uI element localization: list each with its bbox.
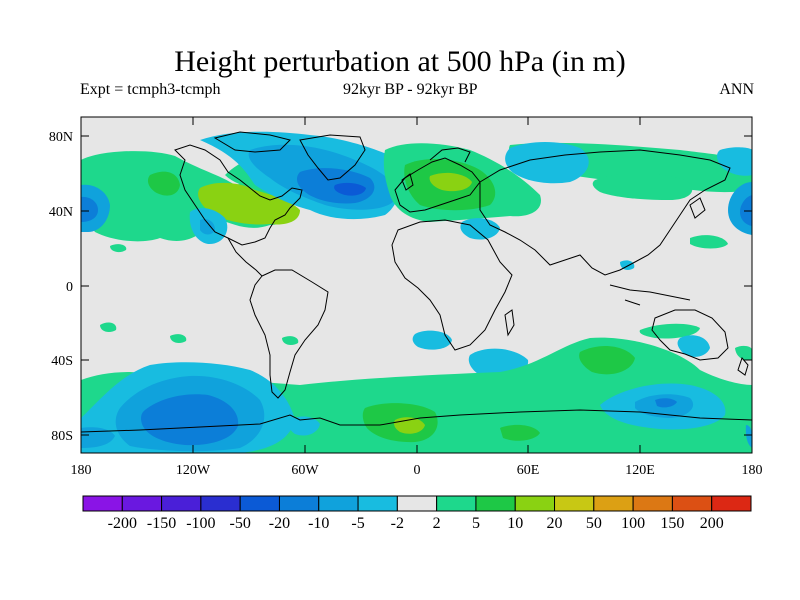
colorbar <box>82 495 752 512</box>
fill-npac-west-core <box>81 196 98 222</box>
colorbar-swatch <box>436 495 477 512</box>
fill-se-asia-green <box>639 323 700 339</box>
colorbar-level-label: 50 <box>586 515 602 532</box>
colorbar-swatch <box>82 495 123 512</box>
fill-australia-blue <box>677 335 710 357</box>
lon-tick-label: 180 <box>71 463 92 478</box>
colorbar-level-label: -50 <box>230 515 251 532</box>
coast-central-america <box>227 237 263 277</box>
fill-antarctic-atl-blue <box>289 416 320 436</box>
colorbar-level-label: 10 <box>507 515 523 532</box>
fill-spot-green-3 <box>100 322 117 333</box>
fill-siberia-blue <box>505 142 589 184</box>
colorbar-swatch <box>554 495 595 512</box>
colorbar-swatch <box>318 495 359 512</box>
lon-tick-label: 120W <box>176 463 211 478</box>
fill-south-atlantic-blue <box>412 330 452 350</box>
colorbar-swatch <box>593 495 634 512</box>
experiment-label: Expt = tcmph3-tcmph <box>80 81 221 98</box>
colorbar-swatch <box>711 495 752 512</box>
colorbar-level-label: 150 <box>660 515 684 532</box>
colorbar-level-label: -150 <box>147 515 176 532</box>
fill-pacific-yg <box>147 171 180 196</box>
season-label: ANN <box>719 81 754 98</box>
fill-mideast-blue <box>460 218 500 240</box>
colorbar-swatch <box>357 495 398 512</box>
fill-us-blue-core <box>200 219 215 235</box>
coast-arctic-islands <box>213 131 291 153</box>
fill-spot-green-5 <box>282 336 299 346</box>
coast-scandinavia <box>429 147 471 163</box>
fill-spot-green-2 <box>690 235 728 249</box>
colorbar-level-label: -2 <box>391 515 404 532</box>
colorbar-swatch <box>671 495 713 512</box>
colorbar-level-label: 2 <box>433 515 441 532</box>
period-label: 92kyr BP - 92kyr BP <box>343 81 478 98</box>
colorbar-swatch <box>278 495 320 512</box>
lat-tick-label: 80N <box>49 130 73 145</box>
lon-tick-label: 180 <box>742 463 763 478</box>
colorbar-labels: -200 -150 -100 -50 -20 -10 -5 -2 2 5 10 20 50 100 150 2… <box>108 515 724 532</box>
fill-spot-green-1 <box>110 244 127 253</box>
fill-spac-darkblue <box>141 394 239 446</box>
fill-east-antarctic-green <box>500 424 540 441</box>
colorbar-level-label: -200 <box>108 515 137 532</box>
colorbar-level-label: -10 <box>308 515 329 532</box>
axis-ticks <box>81 117 752 453</box>
colorbar-level-label: -5 <box>351 515 364 532</box>
fill-indian-lime <box>579 346 635 375</box>
colorbar-swatch <box>514 495 556 512</box>
colorbar-level-label: -20 <box>269 515 290 532</box>
fill-aus-south-core <box>655 398 677 408</box>
colorbar-swatch <box>121 495 163 512</box>
colorbar-level-label: 5 <box>472 515 480 532</box>
colorbar-swatch <box>475 495 516 512</box>
contour-fills <box>81 131 752 453</box>
fill-nz-green <box>735 345 752 361</box>
map-panel <box>80 116 753 454</box>
fill-antarctic-left-blue <box>81 427 115 448</box>
colorbar-swatch <box>200 495 241 512</box>
coast-south-america <box>249 269 329 399</box>
fill-atlantic-core <box>334 182 366 196</box>
coast-asia <box>479 149 731 276</box>
coast-australia <box>651 309 729 361</box>
fill-spot-green-4 <box>170 334 187 344</box>
lat-tick-label: 40N <box>49 205 73 220</box>
coast-greenland <box>299 134 366 181</box>
lon-tick-labels: 180 120W 60W 0 60E 120E 180 <box>71 463 763 478</box>
fill-east-siberia-blue <box>717 147 752 176</box>
coast-uk <box>401 173 414 191</box>
lat-tick-label: 80S <box>51 429 73 444</box>
coast-indonesia <box>609 284 691 306</box>
fill-east-asia-green <box>592 173 693 200</box>
lat-tick-labels: 80N 40N 0 40S 80S <box>49 130 73 444</box>
colorbar-level-label: 20 <box>547 515 563 532</box>
lon-tick-label: 120E <box>625 463 655 478</box>
coastlines <box>81 131 752 433</box>
colorbar-level-label: 100 <box>621 515 645 532</box>
coast-madagascar <box>504 309 515 337</box>
coast-antarctica <box>81 409 752 433</box>
plot-title: Height perturbation at 500 hPa (in m) <box>174 45 626 78</box>
coast-new-zealand <box>737 357 749 376</box>
lon-tick-label: 60E <box>517 463 540 478</box>
fill-right-edge-blue <box>745 425 752 448</box>
colorbar-level-label: 200 <box>700 515 724 532</box>
colorbar-swatch <box>396 495 438 512</box>
fill-north-america-green <box>198 182 300 225</box>
lat-tick-label: 40S <box>51 354 73 369</box>
colorbar-swatch <box>161 495 202 512</box>
colorbar-swatch <box>239 495 280 512</box>
lat-tick-label: 0 <box>66 280 73 295</box>
fill-europe-lime <box>429 172 472 192</box>
lon-tick-label: 60W <box>291 463 319 478</box>
coast-africa <box>391 219 513 351</box>
colorbar-swatch <box>632 495 673 512</box>
lon-tick-label: 0 <box>414 463 421 478</box>
coast-north-america <box>174 144 303 246</box>
coast-japan <box>689 197 706 219</box>
colorbar-level-label: -100 <box>186 515 215 532</box>
